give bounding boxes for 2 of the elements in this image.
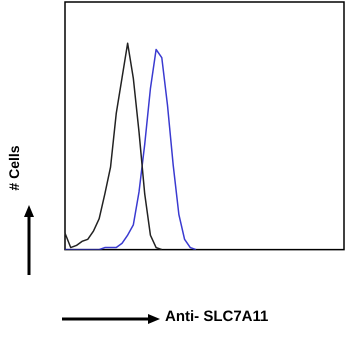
x-axis-title: Anti- SLC7A11 (165, 308, 268, 325)
y-axis-title: # Cells (6, 144, 22, 193)
